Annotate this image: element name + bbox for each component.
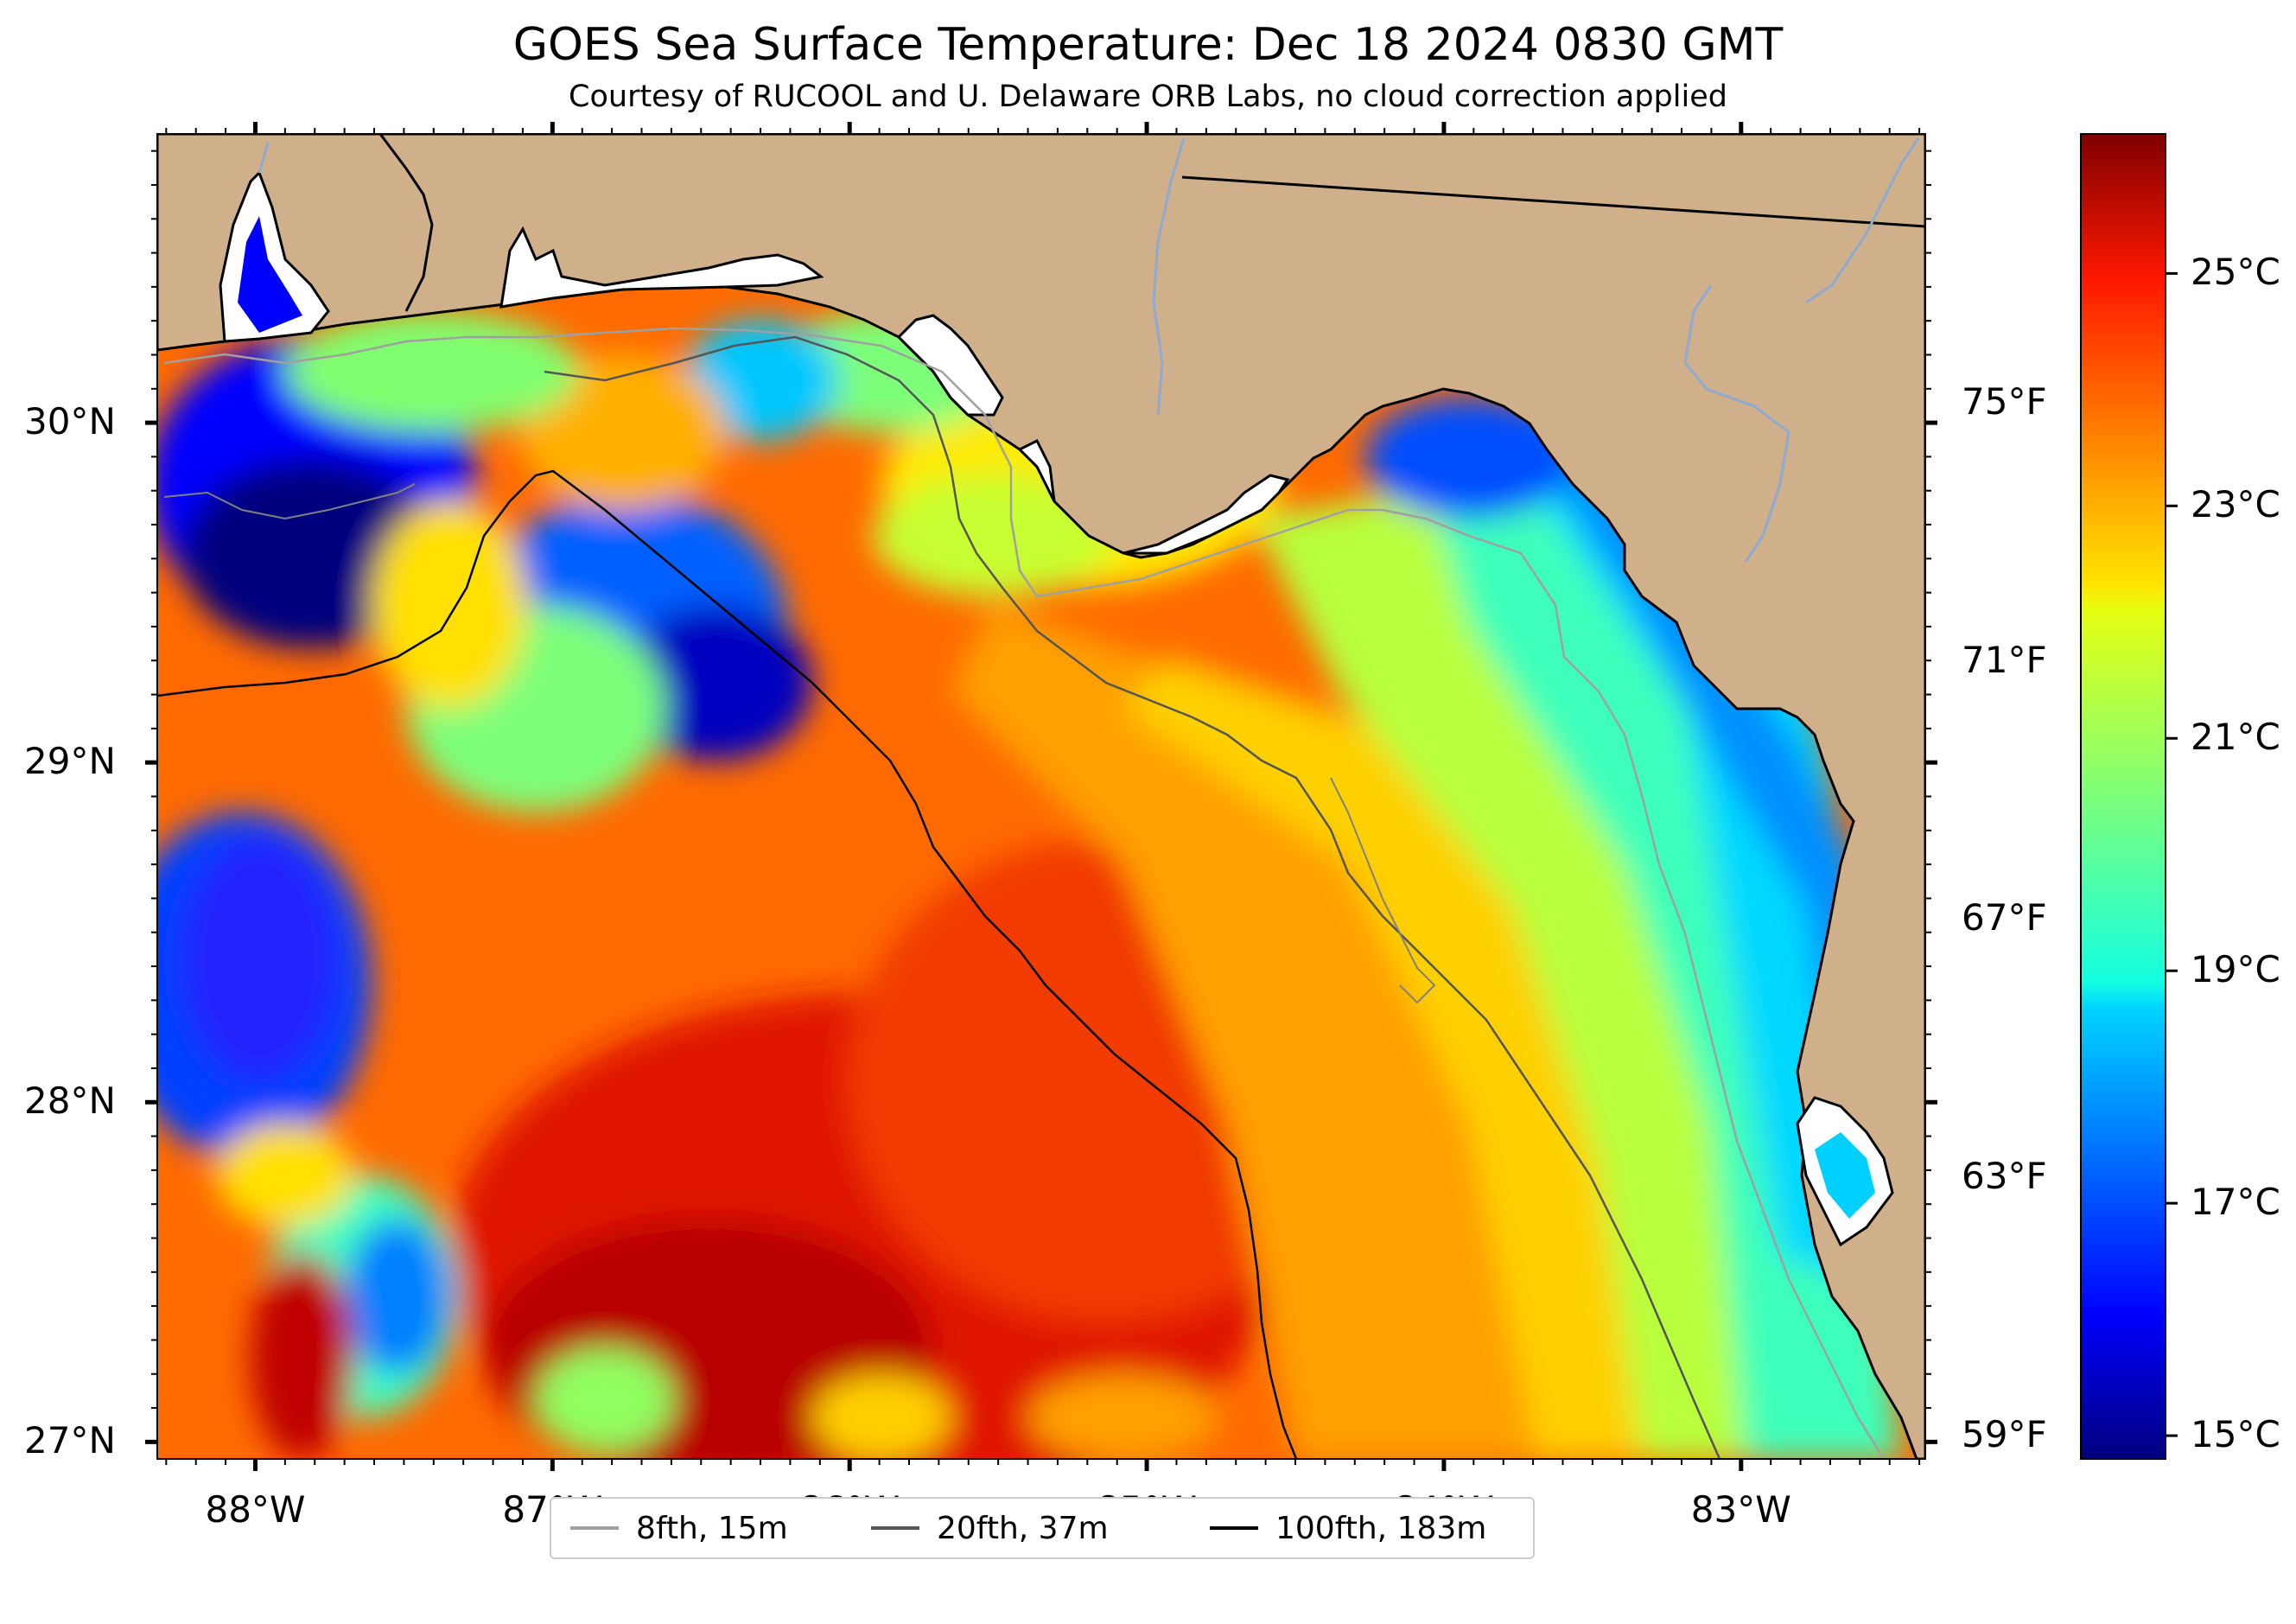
- legend-item-8fth: 8fth, 15m: [570, 1507, 788, 1549]
- legend-item-20fth: 20fth, 37m: [871, 1507, 1109, 1549]
- contour-100fth: [157, 469, 1298, 1459]
- legend-label: 8fth, 15m: [636, 1510, 788, 1546]
- legend-item-100fth: 100fth, 183m: [1210, 1507, 1486, 1549]
- legend-line-8fth: [570, 1526, 619, 1530]
- lat-label: 27°N: [24, 1419, 116, 1462]
- map-title: GOES Sea Surface Temperature: Dec 18 202…: [512, 19, 1784, 71]
- lat-label: 28°N: [24, 1079, 116, 1123]
- map-subtitle: Courtesy of RUCOOL and U. Delaware ORB L…: [569, 80, 1727, 114]
- legend-line-100fth: [1210, 1526, 1258, 1530]
- colorbar: [2080, 133, 2166, 1460]
- celsius-label: 17°C: [2191, 1181, 2280, 1224]
- legend-label: 20fth, 37m: [937, 1510, 1109, 1546]
- contour-8fth: [163, 327, 1886, 1459]
- fahrenheit-label: 75°F: [1962, 379, 2047, 423]
- axis-ticks: [145, 122, 1937, 1471]
- celsius-label: 19°C: [2191, 948, 2280, 991]
- lon-label: 83°W: [1690, 1488, 1791, 1531]
- bathymetry-legend: 8fth, 15m 20fth, 37m 100fth, 183m: [550, 1497, 1535, 1559]
- land: [157, 134, 1925, 1459]
- fahrenheit-label: 71°F: [1962, 638, 2047, 681]
- lat-label: 29°N: [24, 740, 116, 783]
- fahrenheit-label: 59°F: [1962, 1413, 2047, 1456]
- bathymetry-contours: [157, 327, 1886, 1459]
- celsius-label: 23°C: [2191, 483, 2280, 526]
- lat-label: 30°N: [24, 400, 116, 443]
- celsius-label: 21°C: [2191, 716, 2280, 759]
- legend-line-20fth: [871, 1526, 919, 1530]
- celsius-label: 15°C: [2191, 1413, 2280, 1456]
- colorbar-ticks: [2166, 271, 2178, 1437]
- celsius-label: 25°C: [2191, 251, 2280, 294]
- lon-label: 88°W: [205, 1488, 306, 1531]
- fahrenheit-label: 67°F: [1962, 896, 2047, 939]
- fahrenheit-label: 63°F: [1962, 1155, 2047, 1198]
- contour-20fth: [544, 335, 1721, 1459]
- legend-label: 100fth, 183m: [1275, 1510, 1487, 1546]
